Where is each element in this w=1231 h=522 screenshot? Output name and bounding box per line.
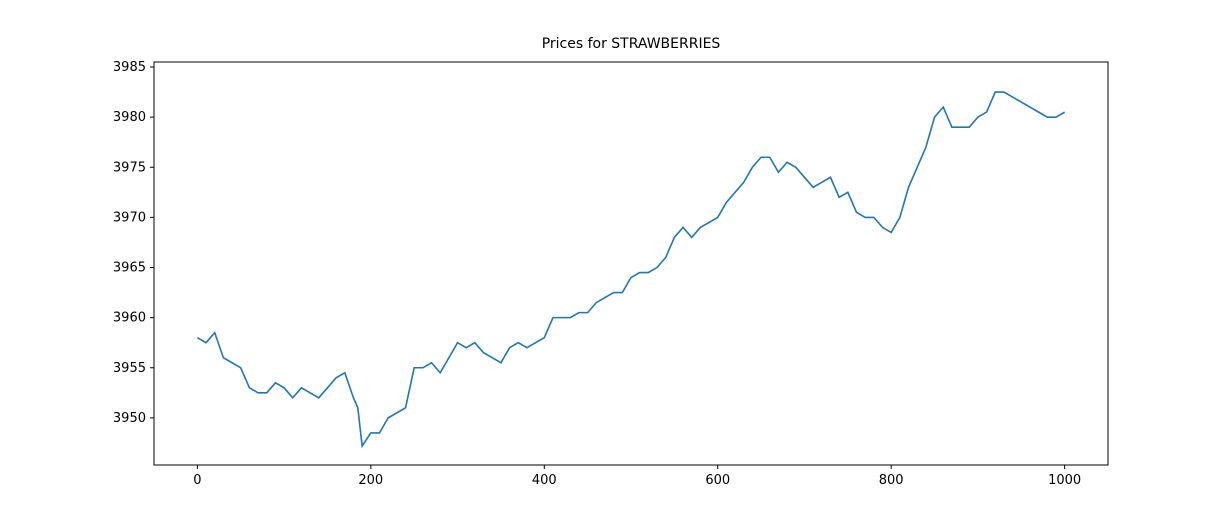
y-tick-label: 3980 bbox=[113, 110, 146, 125]
x-tick-label: 600 bbox=[705, 473, 730, 488]
y-tick-label: 3950 bbox=[113, 411, 146, 426]
y-tick-label: 3955 bbox=[113, 361, 146, 376]
y-tick-label: 3975 bbox=[113, 160, 146, 175]
x-tick-label: 200 bbox=[358, 473, 383, 488]
x-tick-label: 400 bbox=[532, 473, 557, 488]
x-tick-label: 1000 bbox=[1048, 473, 1081, 488]
chart-title: Prices for STRAWBERRIES bbox=[542, 36, 721, 52]
y-tick-label: 3965 bbox=[113, 261, 146, 276]
y-tick-label: 3960 bbox=[113, 311, 146, 326]
x-tick-label: 0 bbox=[193, 473, 201, 488]
x-tick-label: 800 bbox=[879, 473, 904, 488]
line-series bbox=[196, 91, 1066, 449]
y-tick-label: 3970 bbox=[113, 210, 146, 225]
y-tick-label: 3985 bbox=[113, 60, 146, 75]
plot-frame bbox=[153, 61, 1109, 466]
